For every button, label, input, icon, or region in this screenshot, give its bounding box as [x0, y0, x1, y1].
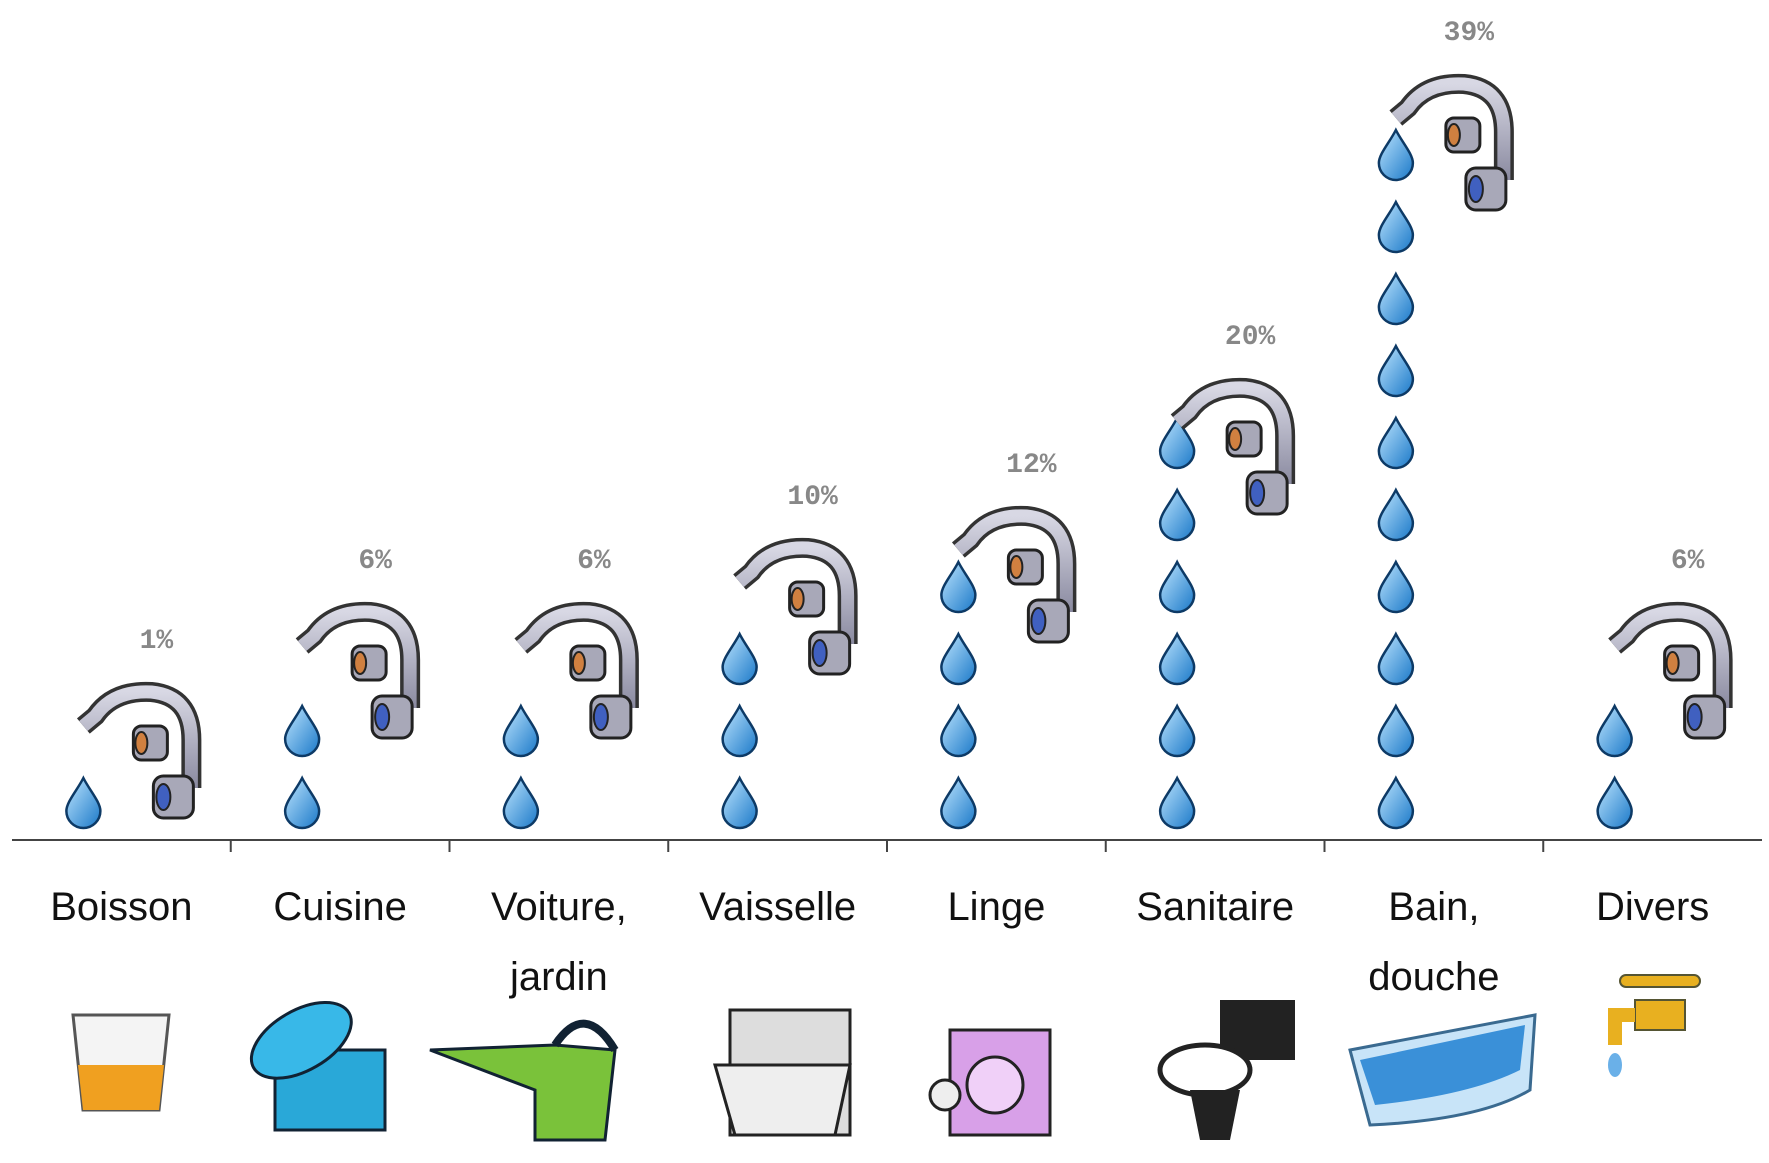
faucet-knob-cap	[156, 784, 170, 810]
water-drop	[1160, 418, 1194, 468]
faucet-knob-cap	[1469, 176, 1483, 202]
value-label: 6%	[577, 546, 611, 577]
water-drop	[1379, 778, 1413, 828]
category-label: Linge	[891, 872, 1101, 942]
water-drop	[1379, 562, 1413, 612]
faucet-knob-cap	[1688, 704, 1702, 730]
water-drop	[1598, 706, 1632, 756]
faucet-knob-cap	[1250, 480, 1264, 506]
water-drop	[941, 562, 975, 612]
category-label: Vaisselle	[673, 872, 883, 942]
water-drop	[1379, 274, 1413, 324]
pictogram-column	[1379, 84, 1506, 828]
water-drop	[723, 778, 757, 828]
water-drop	[285, 706, 319, 756]
icon-washing-machine	[930, 1030, 1050, 1135]
faucet	[83, 692, 193, 818]
icon-watering-can	[430, 1024, 615, 1140]
value-label: 20%	[1225, 322, 1276, 353]
faucet-knob-cap	[1229, 428, 1241, 450]
water-drop	[1379, 346, 1413, 396]
faucet-knob-cap	[792, 588, 804, 610]
faucet-knob-cap	[1010, 556, 1022, 578]
pictogram-column	[1598, 612, 1725, 828]
icon-glass	[73, 1015, 169, 1110]
water-drop	[1160, 634, 1194, 684]
icon-tap	[1608, 975, 1700, 1077]
value-label: 10%	[787, 482, 838, 513]
faucet	[958, 516, 1068, 642]
icon-pot	[239, 987, 385, 1130]
value-label: 12%	[1006, 450, 1057, 481]
water-drop	[1379, 202, 1413, 252]
category-label: Divers	[1548, 872, 1758, 942]
pictogram-column	[1160, 388, 1287, 828]
water-drop	[1379, 706, 1413, 756]
water-drop	[1379, 418, 1413, 468]
faucet-knob-cap	[1031, 608, 1045, 634]
pictogram-column	[285, 612, 412, 828]
pictogram-column	[504, 612, 631, 828]
faucet-knob-cap	[135, 732, 147, 754]
value-label: 6%	[1671, 546, 1705, 577]
water-drop	[504, 706, 538, 756]
water-drop	[1160, 778, 1194, 828]
value-label: 1%	[140, 626, 174, 657]
category-label: Boisson	[16, 872, 226, 942]
water-drop	[66, 778, 100, 828]
faucet	[1615, 612, 1725, 738]
water-drop	[941, 778, 975, 828]
faucet-knob-cap	[813, 640, 827, 666]
water-drop	[1598, 778, 1632, 828]
category-label: Voiture, jardin	[454, 872, 664, 1012]
faucet	[521, 612, 631, 738]
water-drop	[504, 778, 538, 828]
category-label: Sanitaire	[1110, 872, 1320, 942]
chart: 1% 6% 6% 10% 12% 20% 39% 6% BoissonCuisineVoitu…	[0, 0, 1769, 1163]
faucet-knob-cap	[354, 652, 366, 674]
faucet	[302, 612, 412, 738]
icon-dishwasher	[715, 1010, 850, 1135]
water-drop	[1379, 130, 1413, 180]
water-drop	[1379, 634, 1413, 684]
faucet-knob-cap	[375, 704, 389, 730]
faucet-knob-cap	[594, 704, 608, 730]
faucet	[740, 548, 850, 674]
category-label: Bain, douche	[1329, 872, 1539, 1012]
pictogram-column	[941, 516, 1068, 828]
faucet-knob-cap	[1448, 124, 1460, 146]
water-drop	[1160, 562, 1194, 612]
water-drop	[1160, 490, 1194, 540]
water-drop	[1160, 706, 1194, 756]
faucet-knob-cap	[1667, 652, 1679, 674]
pictogram-column	[66, 692, 193, 828]
pictogram-column	[723, 548, 850, 828]
icon-toilet	[1160, 1000, 1295, 1140]
category-label: Cuisine	[235, 872, 445, 942]
water-drop	[1379, 490, 1413, 540]
faucet	[1396, 84, 1506, 210]
value-label: 6%	[358, 546, 392, 577]
water-drop	[941, 634, 975, 684]
water-drop	[285, 778, 319, 828]
water-drop	[941, 706, 975, 756]
water-drop	[723, 706, 757, 756]
faucet-knob-cap	[573, 652, 585, 674]
water-drop	[723, 634, 757, 684]
value-label: 39%	[1444, 18, 1495, 49]
icon-bathtub	[1350, 1015, 1535, 1125]
